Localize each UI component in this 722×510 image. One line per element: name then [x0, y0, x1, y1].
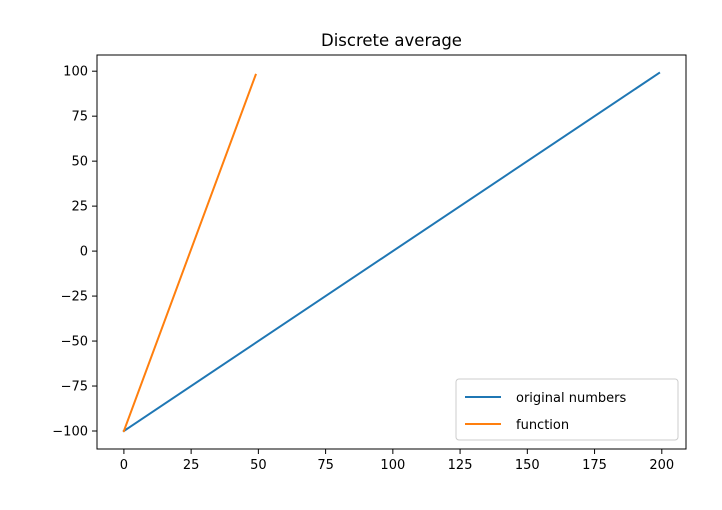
x-tick-label: 125: [448, 458, 473, 473]
legend: original numbers function: [455, 378, 679, 441]
series-line-1: [122, 71, 661, 433]
y-tick-label: 0: [80, 245, 88, 260]
x-tick-label: 25: [183, 458, 200, 473]
x-tick-label: 200: [649, 458, 674, 473]
y-tick-label: −100: [52, 425, 88, 440]
plot-area: [122, 71, 661, 433]
x-tick-label: 100: [380, 458, 405, 473]
x-tick-label: 150: [515, 458, 540, 473]
x-tick-label: 75: [317, 458, 334, 473]
legend-label: function: [516, 418, 569, 433]
y-tick-label: −50: [61, 335, 88, 350]
chart-title: Discrete average: [321, 31, 462, 50]
y-tick-label: −75: [61, 380, 88, 395]
y-tick-label: 25: [71, 200, 88, 215]
legend-label: original numbers: [516, 391, 626, 406]
y-tick-label: 75: [71, 110, 88, 125]
x-axis: 0 25 50 75 100 125 150 175 200: [120, 449, 674, 473]
y-tick-label: 100: [63, 65, 88, 80]
series-line-2: [122, 73, 257, 433]
y-tick-label: −25: [61, 290, 88, 305]
legend-box: [455, 378, 679, 441]
x-tick-label: 50: [250, 458, 267, 473]
y-tick-label: 50: [71, 155, 88, 170]
y-axis: 100 75 50 25 0 −25 −50 −75 −100: [52, 65, 97, 440]
axes-frame: [96, 54, 687, 450]
x-tick-label: 0: [120, 458, 128, 473]
x-tick-label: 175: [582, 458, 607, 473]
